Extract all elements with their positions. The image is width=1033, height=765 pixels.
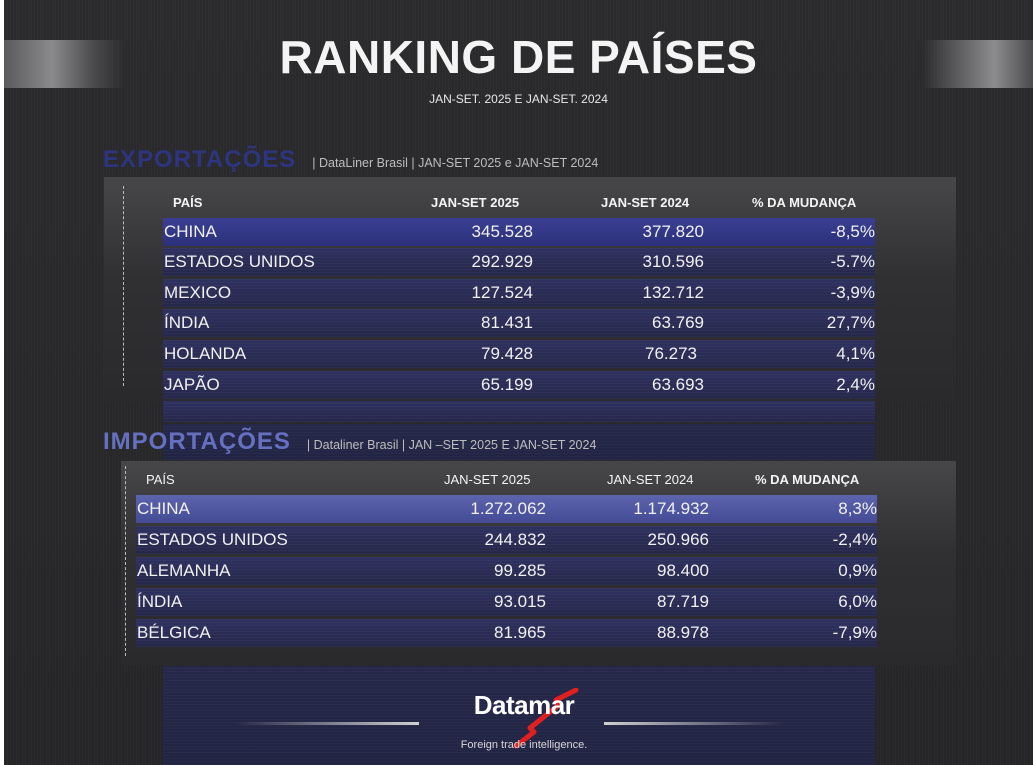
value-2024-cell: 87.719 bbox=[657, 592, 709, 611]
change-cell: -3,9% bbox=[830, 283, 875, 302]
country-cell: CHINA bbox=[164, 222, 217, 241]
table-row: ALEMANHA 99.285 98.400 0,9% bbox=[136, 557, 877, 585]
country-cell: MEXICO bbox=[164, 283, 232, 302]
imports-table: PAÍS JAN-SET 2025 JAN-SET 2024 % DA MUDA… bbox=[136, 464, 877, 659]
country-cell: HOLANDA bbox=[164, 344, 247, 363]
value-2025-cell: 127.524 bbox=[471, 283, 533, 302]
datamar-logo-mark bbox=[513, 688, 579, 749]
brand-name: Datamar bbox=[473, 690, 575, 720]
change-cell: 6,0% bbox=[838, 592, 877, 611]
imports-dashed-divider bbox=[125, 466, 126, 656]
table-row: HOLANDA 79.428 76.273 4,1% bbox=[163, 340, 875, 368]
value-2024-cell: 98.400 bbox=[657, 561, 709, 580]
imports-header-row: PAÍS JAN-SET 2025 JAN-SET 2024 % DA MUDA… bbox=[136, 464, 877, 494]
value-2025-cell: 93.015 bbox=[494, 592, 546, 611]
change-cell: 4,1% bbox=[836, 344, 875, 363]
country-cell: CHINA bbox=[137, 499, 190, 518]
exports-header-change: % DA MUDANÇA bbox=[752, 194, 857, 210]
value-2025-cell: 292.929 bbox=[471, 252, 533, 271]
imports-header-2024: JAN-SET 2024 bbox=[607, 471, 694, 487]
value-2025-cell: 345.528 bbox=[471, 222, 533, 241]
exports-source-meta: | DataLiner Brasil | JAN-SET 2025 e JAN-… bbox=[312, 156, 599, 170]
exports-header-country: PAÍS bbox=[173, 194, 203, 210]
table-row: MEXICO 127.524 132.712 -3,9% bbox=[163, 279, 875, 307]
value-2025-cell: 1.272.062 bbox=[470, 499, 546, 518]
imports-header-country: PAÍS bbox=[146, 471, 175, 487]
country-cell: BÉLGICA bbox=[137, 623, 211, 642]
change-cell: 2,4% bbox=[836, 375, 875, 394]
value-2025-cell: 65.199 bbox=[481, 375, 533, 394]
table-row: BÉLGICA 81.965 88.978 -7,9% bbox=[136, 619, 877, 647]
imports-header-change: % DA MUDANÇA bbox=[755, 471, 860, 487]
logo-accent-stroke bbox=[513, 688, 579, 749]
table-row: ESTADOS UNIDOS 244.832 250.966 -2,4% bbox=[136, 526, 877, 554]
country-cell: ESTADOS UNIDOS bbox=[137, 530, 288, 549]
decorative-bar-left bbox=[4, 40, 124, 88]
value-2024-cell: 76.273 bbox=[645, 344, 697, 363]
brand-tagline: Foreign trade intelligence. bbox=[460, 739, 588, 751]
country-cell: ÍNDIA bbox=[164, 313, 210, 332]
table-row: CHINA 345.528 377.820 -8,5% bbox=[163, 218, 875, 246]
country-cell: ALEMANHA bbox=[137, 561, 231, 580]
value-2024-cell: 310.596 bbox=[642, 252, 704, 271]
table-row: CHINA 1.272.062 1.174.932 8,3% bbox=[136, 495, 877, 523]
change-cell: -7,9% bbox=[832, 623, 877, 642]
value-2025-cell: 244.832 bbox=[484, 530, 546, 549]
change-cell: 8,3% bbox=[838, 499, 877, 518]
change-cell: 27,7% bbox=[826, 313, 875, 332]
value-2024-cell: 63.769 bbox=[652, 313, 704, 332]
table-row: ÍNDIA 81.431 63.769 27,7% bbox=[163, 309, 875, 337]
value-2025-cell: 79.428 bbox=[481, 344, 533, 363]
value-2025-cell: 81.965 bbox=[494, 623, 546, 642]
footer-line-right bbox=[604, 722, 784, 725]
page-subtitle: JAN-SET. 2025 E JAN-SET. 2024 bbox=[429, 92, 608, 106]
value-2024-cell: 63.693 bbox=[652, 375, 704, 394]
table-row-empty bbox=[163, 401, 875, 422]
imports-header-2025: JAN-SET 2025 bbox=[444, 471, 531, 487]
infographic-canvas: RANKING DE PAÍSES JAN-SET. 2025 E JAN-SE… bbox=[4, 0, 1033, 765]
country-cell: JAPÃO bbox=[164, 375, 220, 394]
table-row: ESTADOS UNIDOS 292.929 310.596 -5.7% bbox=[163, 248, 875, 276]
exports-header-row: PAÍS JAN-SET 2025 JAN-SET 2024 % DA MUDA… bbox=[163, 186, 875, 218]
imports-source-meta: | Dataliner Brasil | JAN –SET 2025 E JAN… bbox=[306, 438, 597, 452]
exports-section-header: EXPORTAÇÕES | DataLiner Brasil | JAN-SET… bbox=[103, 146, 598, 174]
change-cell: 0,9% bbox=[838, 561, 877, 580]
exports-header-2025: JAN-SET 2025 bbox=[431, 194, 520, 210]
country-cell: ESTADOS UNIDOS bbox=[164, 252, 315, 271]
exports-label: EXPORTAÇÕES bbox=[103, 146, 297, 173]
footer-line-left bbox=[234, 722, 419, 725]
exports-header-2024: JAN-SET 2024 bbox=[601, 194, 690, 210]
table-row: ÍNDIA 93.015 87.719 6,0% bbox=[136, 588, 877, 616]
change-cell: -2,4% bbox=[832, 530, 877, 549]
country-cell: ÍNDIA bbox=[137, 592, 183, 611]
table-row: JAPÃO 65.199 63.693 2,4% bbox=[163, 371, 875, 399]
imports-top-band bbox=[163, 424, 875, 460]
exports-table: PAÍS JAN-SET 2025 JAN-SET 2024 % DA MUDA… bbox=[163, 186, 875, 422]
value-2024-cell: 88.978 bbox=[657, 623, 709, 642]
value-2025-cell: 99.285 bbox=[494, 561, 546, 580]
value-2024-cell: 132.712 bbox=[642, 283, 704, 302]
imports-section-header: IMPORTAÇÕES | Dataliner Brasil | JAN –SE… bbox=[103, 428, 596, 456]
value-2025-cell: 81.431 bbox=[481, 313, 533, 332]
change-cell: -5.7% bbox=[830, 252, 875, 271]
change-cell: -8,5% bbox=[830, 222, 875, 241]
footer-logo: Datamar Foreign trade intelligence. bbox=[404, 690, 644, 751]
footer-band bbox=[163, 666, 875, 765]
page-title: RANKING DE PAÍSES bbox=[279, 31, 758, 83]
exports-dashed-divider bbox=[123, 186, 124, 386]
value-2024-cell: 377.820 bbox=[642, 222, 704, 241]
value-2024-cell: 250.966 bbox=[647, 530, 709, 549]
value-2024-cell: 1.174.932 bbox=[633, 499, 709, 518]
imports-label: IMPORTAÇÕES bbox=[103, 428, 291, 455]
decorative-bar-right bbox=[923, 40, 1033, 88]
